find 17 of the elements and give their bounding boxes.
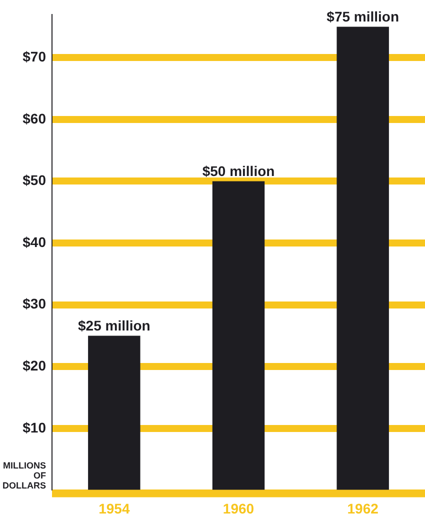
y-tick-label: $70 (22, 48, 46, 65)
x-tick-label: 1960 (222, 500, 254, 516)
x-tick-label: 1954 (98, 500, 130, 516)
y-tick-label: $30 (22, 296, 46, 312)
x-tick-label: 1962 (347, 500, 379, 516)
y-tick-label: $40 (22, 234, 46, 250)
data-label: $75 million (326, 8, 400, 25)
y-tick-label: $60 (22, 110, 46, 126)
y-tick-label: $50 (22, 172, 46, 188)
bar (212, 181, 265, 490)
y-axis-title: MILLIONS OF DOLLARS (2, 460, 46, 491)
data-label: $50 million (202, 163, 275, 180)
bar (88, 336, 140, 490)
y-tick-label: $20 (22, 357, 46, 374)
bar (336, 26, 389, 490)
data-label: $25 million (78, 318, 150, 334)
y-tick-label: $10 (22, 419, 46, 436)
